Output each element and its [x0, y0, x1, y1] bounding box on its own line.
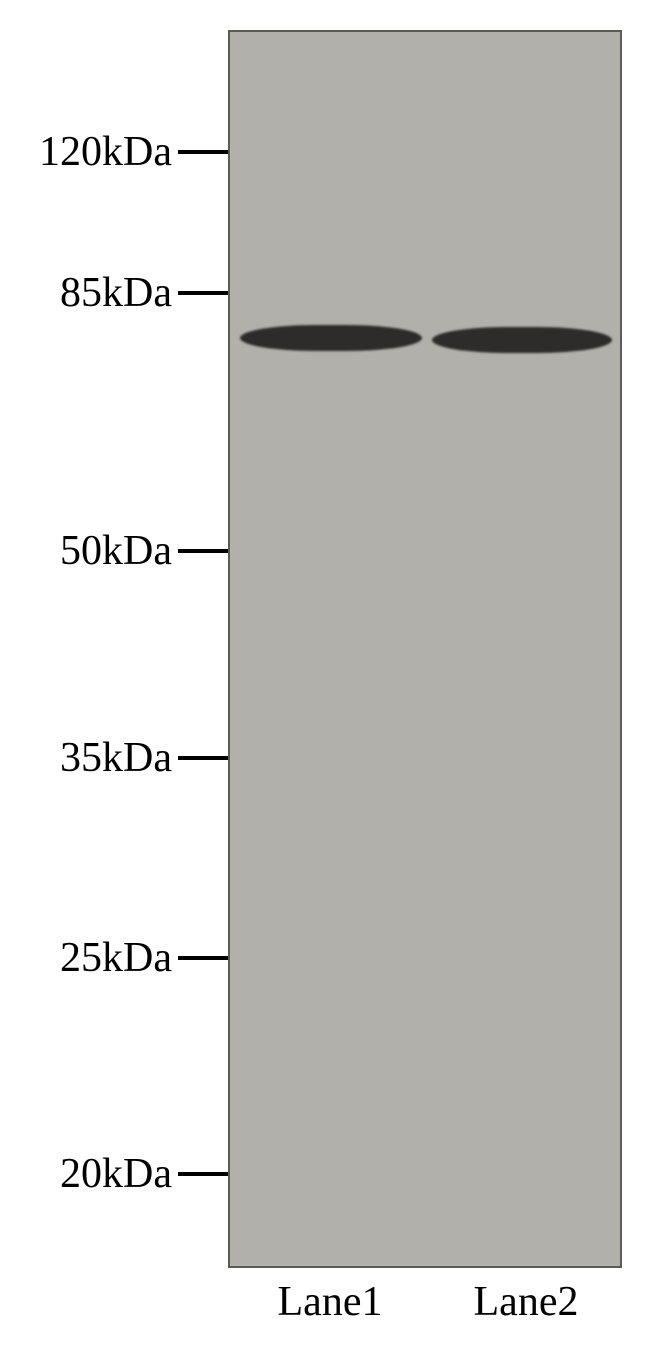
marker-label-20kda: 20kDa [60, 1150, 172, 1198]
marker-tick [178, 150, 228, 154]
marker-tick [178, 956, 228, 960]
western-blot-figure: 120kDa 85kDa 50kDa 35kDa 25kDa 20kDa Lan… [0, 0, 650, 1354]
marker-label-85kda: 85kDa [60, 269, 172, 317]
marker-tick [178, 549, 228, 553]
marker-tick [178, 1172, 228, 1176]
lane-label-1: Lane1 [260, 1278, 400, 1326]
lane-label-2: Lane2 [456, 1278, 596, 1326]
marker-label-25kda: 25kDa [60, 934, 172, 982]
band-lane1 [240, 325, 422, 351]
marker-tick [178, 291, 228, 295]
marker-label-120kda: 120kDa [39, 128, 172, 176]
band-lane2 [432, 327, 612, 353]
marker-tick [178, 756, 228, 760]
marker-label-50kda: 50kDa [60, 527, 172, 575]
blot-membrane [228, 30, 622, 1268]
marker-label-35kda: 35kDa [60, 734, 172, 782]
